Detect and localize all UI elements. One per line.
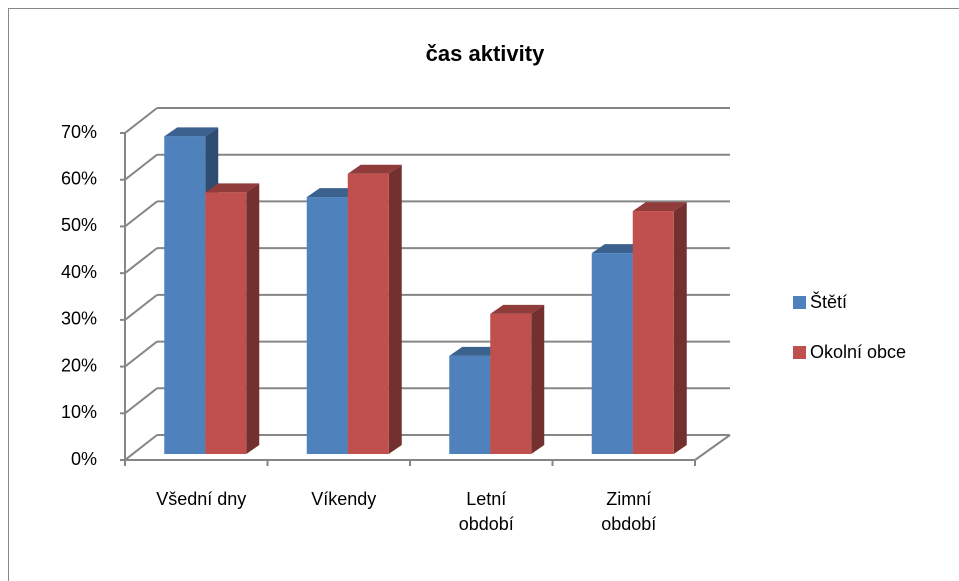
y-tick-label: 50%	[61, 215, 97, 235]
bar-side	[531, 304, 545, 454]
grid-line-side	[124, 107, 158, 134]
x-tick-label: Víkendy	[311, 489, 377, 509]
x-tick-label: Všední dny	[156, 489, 247, 509]
x-tick-label: Zimní období	[601, 489, 657, 534]
floor-edge	[694, 434, 731, 461]
grid-line-side	[124, 434, 158, 461]
grid-line-side	[124, 387, 158, 415]
grid-line-side	[124, 340, 158, 368]
bar-top	[205, 183, 260, 193]
bar-top	[591, 244, 646, 254]
bar-top	[164, 127, 219, 137]
bar	[306, 197, 348, 455]
bar-side	[246, 183, 260, 454]
y-tick-label: 10%	[61, 402, 97, 422]
x-tick-label: Letní období	[458, 489, 514, 534]
bar	[347, 173, 389, 454]
bar-side	[673, 202, 687, 454]
bar	[632, 211, 674, 454]
bar-top	[306, 188, 361, 198]
bar-top	[449, 346, 504, 356]
legend-label: Štětí	[810, 291, 847, 312]
bar-side	[388, 164, 402, 454]
bar	[449, 355, 491, 454]
bar	[591, 253, 633, 454]
y-tick-label: 0%	[71, 449, 97, 469]
legend-label: Okolní obce	[810, 342, 906, 362]
bar-top	[632, 202, 687, 212]
grid-line-side	[124, 294, 158, 321]
bar	[164, 136, 206, 455]
bar	[205, 192, 247, 454]
grid-line-side	[124, 153, 158, 181]
bar-top	[490, 304, 545, 314]
y-tick-label: 20%	[61, 355, 97, 375]
legend-swatch	[793, 346, 806, 359]
grid-line-side	[124, 200, 158, 228]
bar-top	[347, 164, 402, 174]
bar	[490, 313, 532, 454]
grid-line-side	[124, 247, 158, 274]
chart-title: čas aktivity	[426, 41, 545, 66]
y-tick-label: 40%	[61, 262, 97, 282]
y-tick-label: 60%	[61, 168, 97, 188]
y-tick-label: 70%	[61, 122, 97, 142]
y-tick-label: 30%	[61, 309, 97, 329]
legend-swatch	[793, 296, 806, 309]
